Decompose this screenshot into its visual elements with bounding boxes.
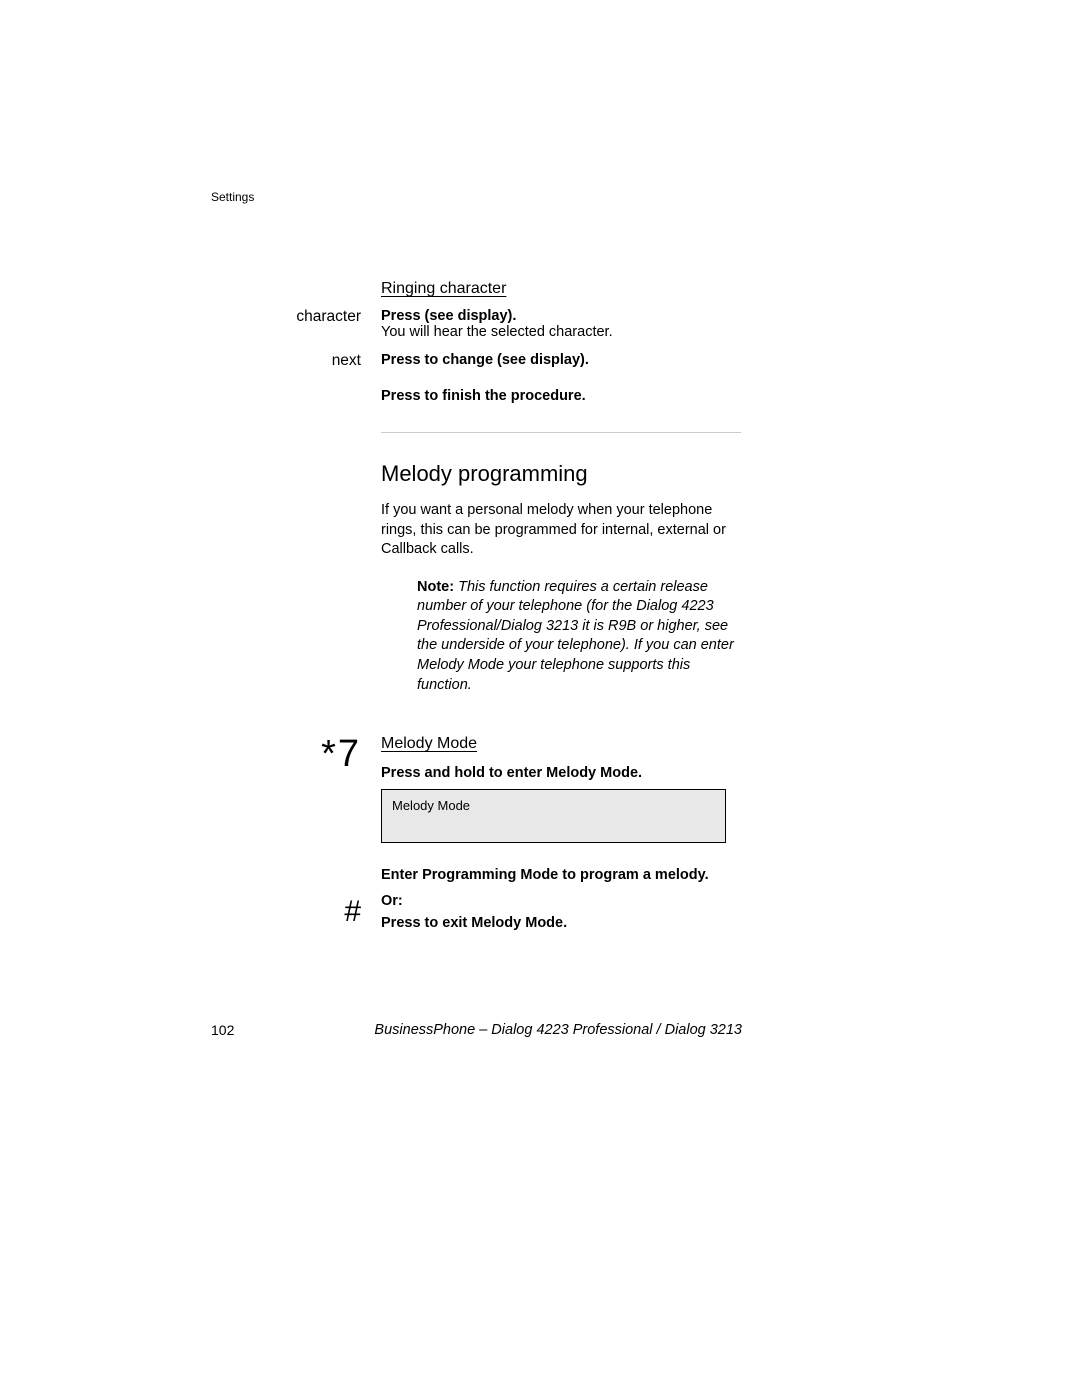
melody-step1: Press and hold to enter Melody Mode. [381, 765, 741, 781]
ringing-row-0: character Press (see display). You will … [211, 308, 741, 340]
footer-title: BusinessPhone – Dialog 4223 Professional… [374, 1022, 742, 1038]
melody-heading: Melody programming [381, 461, 741, 487]
content-area: Ringing character character Press (see d… [211, 280, 741, 937]
page: Settings Ringing character character Pre… [0, 0, 1080, 1397]
melody-step3: Press to exit Melody Mode. [381, 915, 741, 931]
row-label [211, 388, 381, 404]
note-body: This function requires a certain release… [417, 579, 734, 693]
empty-label [211, 280, 381, 298]
melody-mode-heading: Melody Mode [381, 735, 741, 753]
key-star7: *7 [211, 735, 381, 781]
row-bold: Press to finish the procedure. [381, 388, 741, 404]
ringing-row-2: Press to finish the procedure. [211, 388, 741, 404]
row-bold: Press (see display). [381, 308, 741, 324]
key-hash: # [211, 897, 381, 927]
ringing-heading: Ringing character [381, 280, 741, 298]
row-label: character [211, 308, 381, 340]
melody-or-row: # Or: Press to exit Melody Mode. [211, 893, 741, 931]
melody-intro: If you want a personal melody when your … [381, 501, 741, 560]
display-box: Melody Mode [381, 789, 726, 843]
row-sub: You will hear the selected character. [381, 324, 741, 340]
note-block: Note: This function requires a certain r… [417, 578, 741, 695]
melody-mode-row: *7 Melody Mode Press and hold to enter M… [211, 735, 741, 781]
melody-step2-row: Enter Programming Mode to program a melo… [211, 867, 741, 883]
display-text: Melody Mode [392, 798, 470, 813]
melody-mode-text: Melody Mode Press and hold to enter Melo… [381, 735, 741, 781]
page-number: 102 [211, 1022, 234, 1038]
empty-label [211, 867, 381, 883]
row-text: Press (see display). You will hear the s… [381, 308, 741, 340]
ringing-row-1: next Press to change (see display). [211, 352, 741, 370]
note-label: Note: [417, 579, 454, 595]
divider [381, 432, 741, 433]
melody-or-text: Or: Press to exit Melody Mode. [381, 893, 741, 931]
ringing-heading-row: Ringing character [211, 280, 741, 298]
row-bold: Press to change (see display). [381, 352, 741, 370]
melody-or: Or: [381, 893, 741, 909]
header-section: Settings [211, 190, 254, 204]
melody-step2: Enter Programming Mode to program a melo… [381, 867, 741, 883]
row-label: next [211, 352, 381, 370]
